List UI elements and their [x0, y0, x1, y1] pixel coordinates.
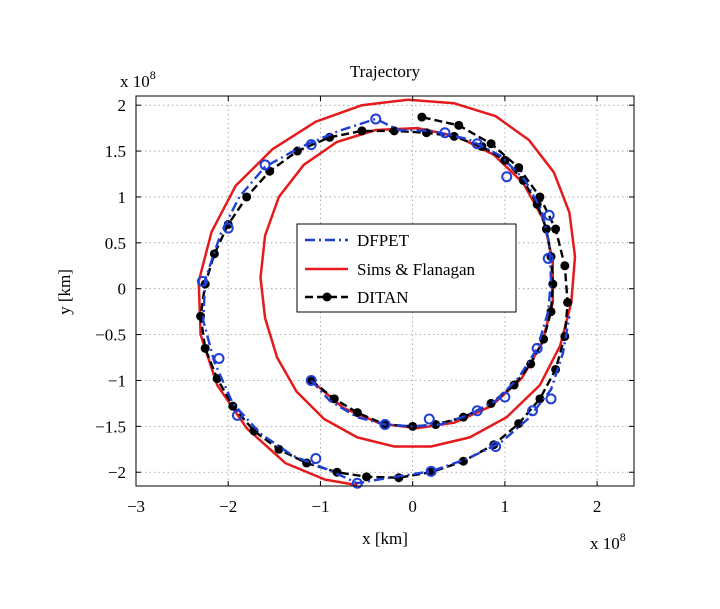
data-point-ditan [514, 419, 524, 429]
data-point-dfpet [542, 252, 554, 264]
data-point-dfpet [527, 405, 539, 417]
data-point-dfpet [351, 477, 363, 489]
data-point-dfpet [490, 441, 502, 453]
legend-entry-dfpet: DFPET [305, 231, 410, 250]
data-point-ditan [274, 444, 284, 454]
data-point-dfpet [543, 209, 555, 221]
data-point-dfpet [259, 159, 271, 171]
x-tick-label: 0 [408, 497, 417, 516]
chart-title: Trajectory [350, 62, 421, 81]
data-point-ditan [526, 359, 536, 369]
data-point-ditan [212, 374, 222, 384]
data-point-dfpet [471, 138, 483, 150]
tick-labels: −3 −2 −1 0 1 2−2−1.5−1−0.500.511.52 [95, 96, 601, 516]
data-point-ditan [535, 394, 545, 404]
x-tick-label: 2 [593, 497, 602, 516]
data-point-dfpet [196, 275, 208, 287]
data-point-ditan [541, 224, 551, 234]
x-multiplier-exponent: 8 [620, 530, 626, 544]
y-tick-label: −0.5 [95, 326, 126, 345]
data-point-ditan [563, 297, 573, 307]
series-layer [196, 98, 577, 489]
x-multiplier: x 108 [590, 530, 626, 553]
y-tick-label: 1 [118, 188, 127, 207]
data-point-dfpet [423, 413, 435, 425]
data-point-dfpet [531, 342, 543, 354]
data-point-ditan [242, 192, 252, 202]
data-point-dfpet [425, 465, 437, 477]
data-point-ditan [514, 163, 524, 173]
data-point-dfpet [305, 139, 317, 151]
y-tick-label: 1.5 [105, 142, 126, 161]
legend-entry-sims-flanagan: Sims & Flanagan [305, 260, 476, 279]
data-point-ditan [228, 401, 238, 411]
data-point-ditan [535, 192, 545, 202]
legend-marker-ditan [322, 292, 332, 302]
data-point-ditan [352, 408, 362, 418]
data-point-ditan [509, 380, 519, 390]
y-multiplier: x 108 [120, 68, 156, 91]
data-point-dfpet [545, 393, 557, 405]
data-point-dfpet [305, 374, 317, 386]
x-tick-label: −2 [219, 497, 237, 516]
data-point-dfpet [499, 391, 511, 403]
x-axis-label: x [km] [362, 529, 408, 548]
y-tick-label: 0.5 [105, 234, 126, 253]
legend-entry-ditan: DITAN [305, 288, 409, 307]
data-point-ditan [209, 249, 219, 259]
series-dfpet [196, 113, 571, 489]
data-point-dfpet [222, 222, 234, 234]
y-tick-label: 0 [118, 280, 127, 299]
tick-marks [135, 96, 634, 486]
data-point-ditan [454, 120, 464, 130]
data-point-ditan [200, 343, 210, 353]
data-point-dfpet [471, 405, 483, 417]
data-point-ditan [417, 112, 427, 122]
data-point-ditan [362, 472, 372, 482]
legend-label-sims-flanagan: Sims & Flanagan [357, 260, 476, 279]
x-tick-label: −1 [311, 497, 329, 516]
x-tick-label: −3 [127, 497, 145, 516]
data-point-ditan [486, 139, 496, 149]
data-point-ditan [551, 224, 561, 234]
y-tick-label: −1.5 [95, 417, 126, 436]
data-point-ditan [532, 199, 542, 209]
x-tick-label: 1 [501, 497, 510, 516]
data-point-dfpet [379, 419, 391, 431]
data-point-ditan [449, 131, 459, 141]
data-point-dfpet [370, 113, 382, 125]
y-multiplier-exponent: 8 [150, 68, 156, 82]
data-point-ditan [357, 126, 367, 136]
axes-box [135, 95, 635, 487]
data-point-dfpet [231, 409, 243, 421]
legend-label-ditan: DITAN [357, 288, 409, 307]
data-point-dfpet [213, 352, 225, 364]
data-point-dfpet [501, 171, 513, 183]
data-point-dfpet [439, 127, 451, 139]
y-axis-label: y [km] [55, 269, 74, 315]
data-point-ditan [560, 261, 570, 271]
y-tick-label: 2 [118, 96, 127, 115]
y-tick-label: −2 [108, 463, 126, 482]
data-point-dfpet [310, 452, 322, 464]
data-point-ditan [389, 126, 399, 136]
legend-label-dfpet: DFPET [357, 231, 410, 250]
x-multiplier-base: x 10 [590, 534, 620, 553]
series-line-dfpet [202, 117, 571, 485]
y-tick-label: −1 [108, 371, 126, 390]
legend: DFPET Sims & Flanagan DITAN [296, 223, 517, 313]
series-ditan [196, 112, 573, 483]
y-multiplier-base: x 10 [120, 72, 150, 91]
